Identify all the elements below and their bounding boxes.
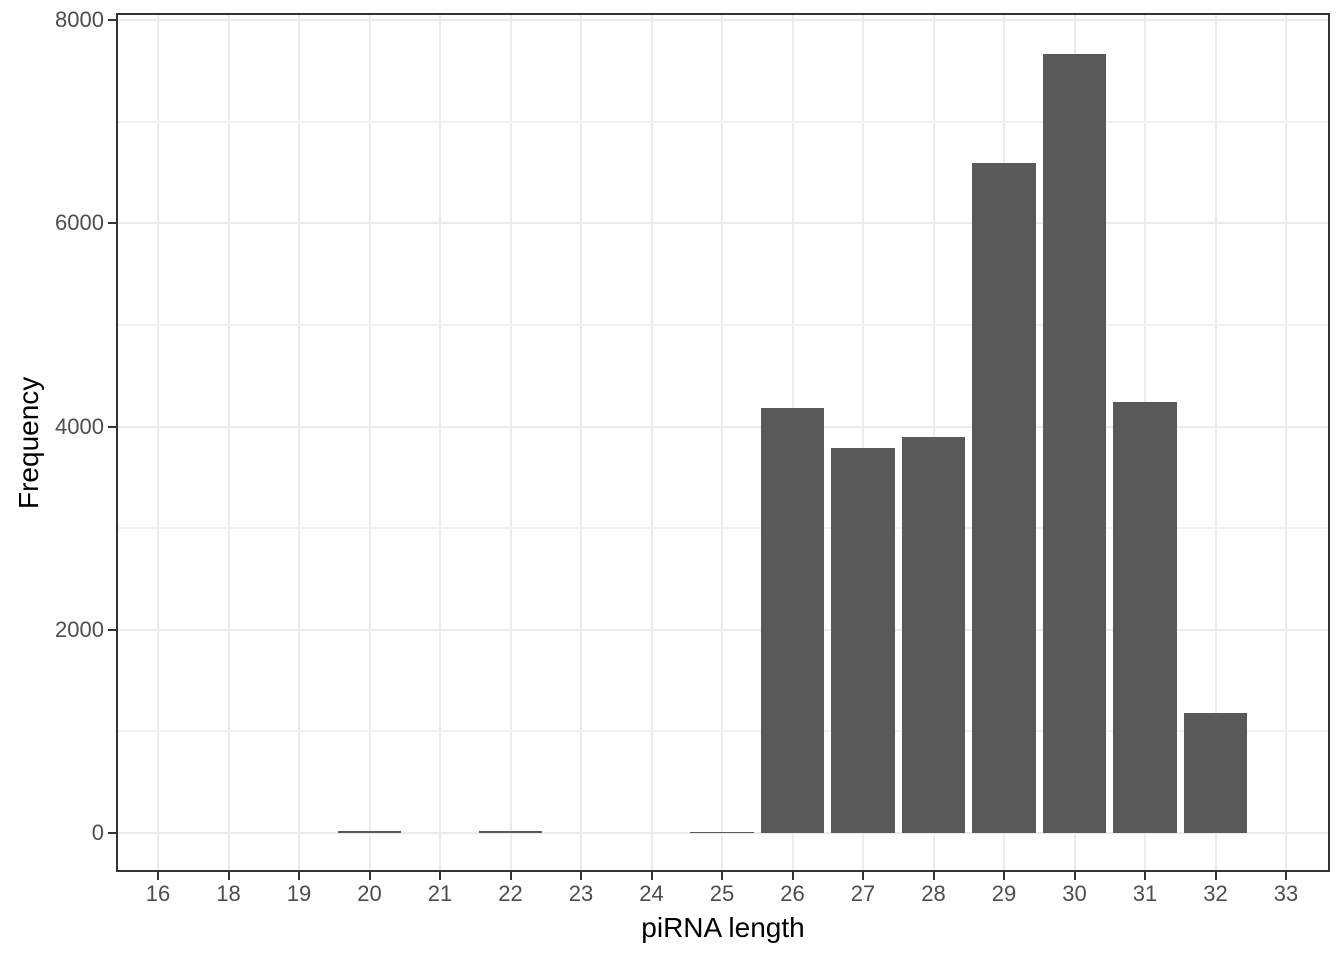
bar-26 bbox=[760, 408, 825, 833]
x-tick bbox=[791, 872, 794, 880]
x-tick bbox=[932, 872, 935, 880]
y-major-gridline bbox=[118, 425, 1328, 428]
x-tick-label: 33 bbox=[1273, 881, 1299, 906]
x-tick-label: 25 bbox=[709, 881, 735, 906]
y-tick bbox=[108, 628, 116, 631]
x-tick bbox=[862, 872, 864, 880]
x-tick-label: 28 bbox=[921, 881, 946, 906]
x-tick-label: 32 bbox=[1203, 881, 1228, 906]
x-tick bbox=[1144, 872, 1146, 880]
bar-29 bbox=[972, 163, 1036, 833]
x-tick-label: 27 bbox=[850, 881, 876, 906]
y-major-gridline bbox=[118, 832, 1328, 834]
x-gridline bbox=[298, 15, 300, 870]
y-tick bbox=[108, 19, 116, 21]
x-gridline bbox=[368, 15, 371, 870]
x-tick bbox=[298, 872, 300, 880]
x-tick-label: 26 bbox=[780, 881, 805, 906]
x-gridline bbox=[227, 15, 230, 870]
y-major-gridline bbox=[118, 628, 1328, 631]
y-minor-gridline bbox=[118, 527, 1328, 530]
x-tick bbox=[1003, 872, 1005, 880]
bar-30 bbox=[1042, 53, 1107, 833]
x-tick-label: 30 bbox=[1062, 881, 1087, 906]
y-major-gridline bbox=[118, 222, 1328, 225]
x-tick bbox=[227, 872, 230, 880]
x-tick bbox=[368, 872, 371, 880]
x-gridline bbox=[157, 15, 159, 870]
y-tick bbox=[108, 222, 116, 225]
x-tick-label: 31 bbox=[1132, 881, 1158, 906]
x-tick-label: 29 bbox=[991, 881, 1017, 906]
y-minor-gridline bbox=[118, 323, 1328, 326]
bar-25 bbox=[690, 831, 754, 833]
y-tick-label: 8000 bbox=[55, 7, 104, 32]
x-tick bbox=[157, 872, 159, 880]
x-gridline bbox=[1214, 15, 1217, 870]
bar-31 bbox=[1113, 402, 1177, 833]
x-tick bbox=[509, 872, 512, 880]
x-tick bbox=[650, 872, 653, 880]
y-tick-label: 6000 bbox=[55, 210, 104, 236]
x-tick bbox=[1073, 872, 1076, 880]
bar-32 bbox=[1183, 713, 1248, 833]
x-gridline bbox=[721, 15, 723, 870]
x-gridline bbox=[439, 15, 441, 870]
x-tick-label: 16 bbox=[145, 881, 171, 906]
y-major-gridline bbox=[118, 19, 1328, 21]
x-tick-label: 18 bbox=[216, 881, 241, 906]
bar-28 bbox=[901, 436, 966, 833]
y-minor-gridline bbox=[118, 730, 1328, 733]
x-tick-label: 21 bbox=[427, 881, 453, 906]
x-tick-label: 19 bbox=[286, 881, 312, 906]
x-tick-label: 22 bbox=[498, 881, 523, 906]
x-axis-title: piRNA length bbox=[641, 912, 805, 943]
bar-27 bbox=[831, 447, 895, 833]
x-gridline bbox=[1285, 15, 1287, 870]
x-gridline bbox=[580, 15, 582, 870]
y-axis-title: Frequency bbox=[13, 376, 44, 509]
y-tick-label: 0 bbox=[91, 820, 104, 845]
x-tick-label: 20 bbox=[357, 881, 382, 906]
y-tick bbox=[108, 832, 116, 834]
x-tick bbox=[1214, 872, 1217, 880]
x-tick bbox=[721, 872, 723, 880]
x-tick bbox=[580, 872, 582, 880]
x-tick-label: 24 bbox=[639, 881, 664, 906]
bar-22 bbox=[478, 831, 543, 833]
y-tick-label: 4000 bbox=[55, 413, 104, 439]
y-tick bbox=[108, 425, 116, 428]
bar-20 bbox=[337, 830, 402, 833]
x-gridline bbox=[509, 15, 512, 870]
x-gridline bbox=[862, 15, 864, 870]
y-tick-label: 2000 bbox=[55, 616, 104, 642]
x-tick-label: 23 bbox=[568, 881, 594, 906]
x-tick bbox=[1285, 872, 1287, 880]
x-gridline bbox=[650, 15, 653, 870]
x-tick bbox=[439, 872, 441, 880]
y-minor-gridline bbox=[118, 120, 1328, 123]
